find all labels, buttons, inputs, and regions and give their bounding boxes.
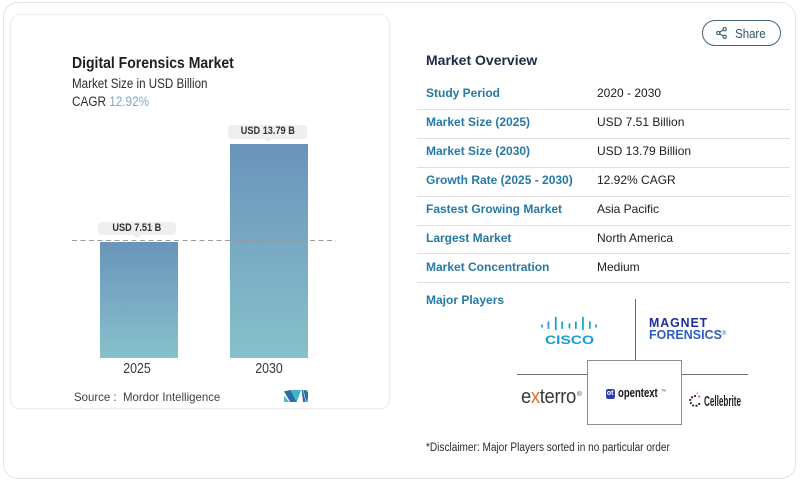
- svg-text:CISCO: CISCO: [545, 333, 594, 347]
